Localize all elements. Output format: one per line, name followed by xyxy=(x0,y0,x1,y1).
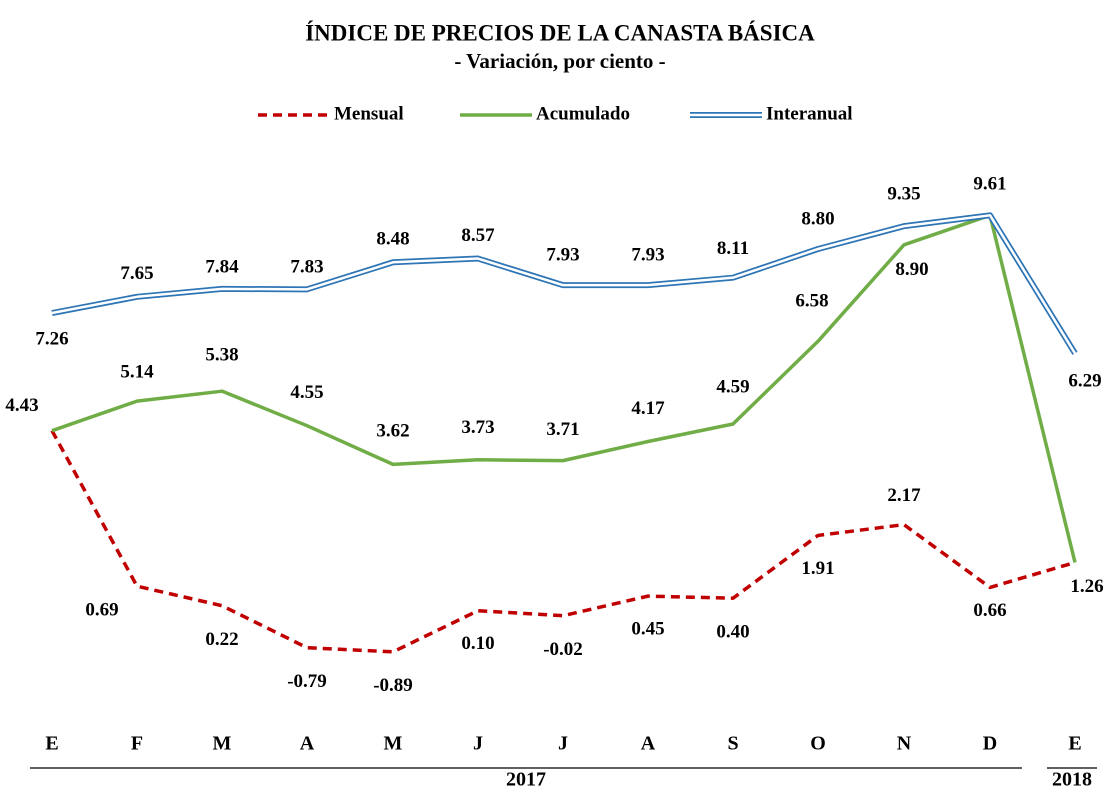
data-label: -0.79 xyxy=(287,671,327,692)
data-label: 9.61 xyxy=(973,174,1006,195)
x-tick-label: O xyxy=(810,733,826,755)
data-label: 9.35 xyxy=(887,183,920,204)
data-label: -0.02 xyxy=(543,639,583,660)
chart-title: ÍNDICE DE PRECIOS DE LA CANASTA BÁSICA xyxy=(305,20,815,45)
data-label: 3.73 xyxy=(461,417,494,438)
data-label: 4.59 xyxy=(716,376,749,397)
x-tick-label: J xyxy=(558,733,568,755)
x-tick-label: F xyxy=(131,733,143,755)
legend-label: Interanual xyxy=(766,103,853,124)
data-label: 4.43 xyxy=(5,395,38,416)
data-label: 3.62 xyxy=(376,421,409,442)
data-label: 8.80 xyxy=(801,208,834,229)
x-tick-label: D xyxy=(983,733,997,755)
data-label: 6.58 xyxy=(795,291,828,312)
x-tick-label: E xyxy=(1068,733,1081,755)
data-label: 0.69 xyxy=(85,600,118,621)
data-label: 7.83 xyxy=(290,257,323,278)
data-label: 8.11 xyxy=(717,238,749,259)
data-label: 0.22 xyxy=(205,629,238,650)
data-label: 0.40 xyxy=(716,622,749,643)
legend-label: Acumulado xyxy=(536,103,630,124)
data-label: 1.91 xyxy=(801,558,834,579)
data-label: 4.55 xyxy=(290,382,323,403)
data-label: 2.17 xyxy=(887,485,921,506)
x-tick-label: E xyxy=(45,733,58,755)
series-line xyxy=(51,213,1077,563)
data-label: 0.66 xyxy=(973,600,1006,621)
group-label: 2018 xyxy=(1052,769,1092,790)
data-label: 0.45 xyxy=(631,619,664,640)
x-tick-label: J xyxy=(473,733,483,755)
data-label: 7.65 xyxy=(120,263,153,284)
series-line-inner xyxy=(51,214,1077,355)
x-tick-label: S xyxy=(727,733,738,755)
x-tick-label: N xyxy=(897,733,912,755)
x-tick-label: M xyxy=(213,733,232,755)
data-label: 4.17 xyxy=(631,398,665,419)
data-label: 3.71 xyxy=(546,419,579,440)
chart-subtitle: - Variación, por ciento - xyxy=(454,49,665,73)
data-label: 0.10 xyxy=(461,633,494,654)
data-label: 6.29 xyxy=(1068,371,1101,392)
data-label: 5.38 xyxy=(205,345,238,366)
series-line xyxy=(50,429,1076,654)
group-label: 2017 xyxy=(506,769,546,790)
data-label: 7.93 xyxy=(631,245,664,266)
data-label: 8.57 xyxy=(461,225,495,246)
data-label: 7.26 xyxy=(35,328,68,349)
data-label: 8.48 xyxy=(376,229,409,250)
data-label: 8.90 xyxy=(895,259,928,280)
legend-label: Mensual xyxy=(334,103,404,124)
data-label: 5.14 xyxy=(120,362,154,383)
data-label: 1.26 xyxy=(1070,576,1103,597)
x-tick-label: A xyxy=(300,733,315,755)
data-label: -0.89 xyxy=(373,675,413,696)
x-tick-label: M xyxy=(384,733,403,755)
x-tick-label: A xyxy=(641,733,656,755)
data-label: 7.93 xyxy=(546,245,579,266)
data-label: 7.84 xyxy=(205,256,239,277)
